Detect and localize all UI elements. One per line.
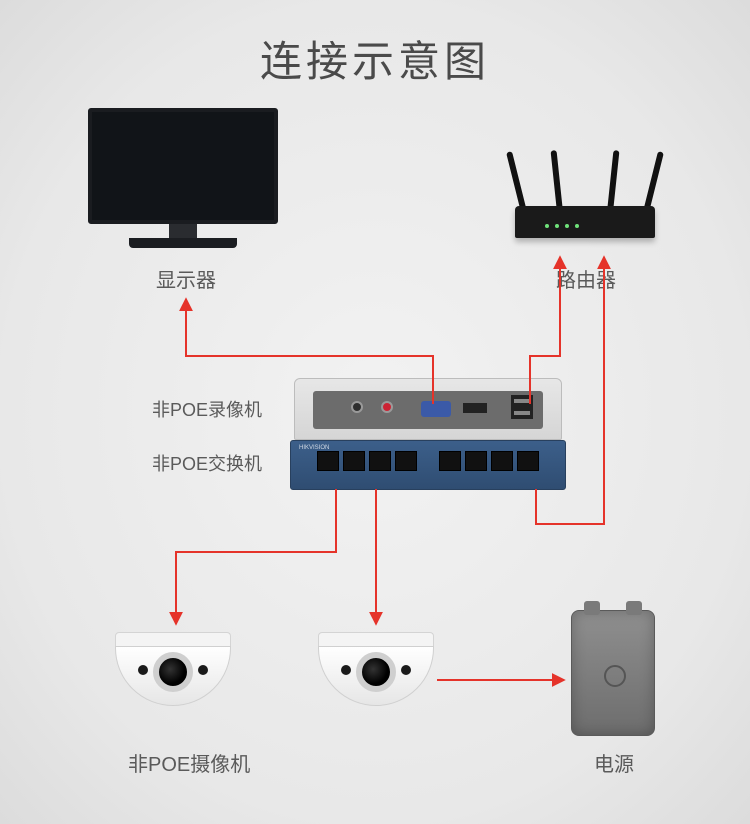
diagram-title: 连接示意图 xyxy=(0,28,750,89)
router-body xyxy=(515,206,655,238)
nvr-audio-jack xyxy=(381,401,393,413)
camera-mount xyxy=(115,632,231,646)
switch-port xyxy=(491,451,513,471)
nvr-vga-port xyxy=(421,401,451,417)
switch-port xyxy=(317,451,339,471)
router-antenna xyxy=(643,151,664,213)
psu-mount-tab xyxy=(626,601,642,615)
nvr-audio-jack xyxy=(351,401,363,413)
monitor-base xyxy=(129,238,237,248)
switch-port xyxy=(343,451,365,471)
switch-port xyxy=(517,451,539,471)
label-switch: 非POE交换机 xyxy=(152,450,262,476)
device-monitor xyxy=(88,108,278,258)
device-switch: HIKVISION xyxy=(290,440,566,490)
camera-lens xyxy=(153,652,193,692)
device-power-supply xyxy=(571,610,655,736)
label-nvr: 非POE录像机 xyxy=(152,396,262,422)
switch-port xyxy=(369,451,391,471)
camera-ir-led xyxy=(198,665,208,675)
camera-ir-led xyxy=(138,665,148,675)
camera-mount xyxy=(318,632,434,646)
label-camera: 非POE摄像机 xyxy=(128,748,250,777)
psu-mount-tab xyxy=(584,601,600,615)
label-router: 路由器 xyxy=(556,264,616,293)
router-antenna xyxy=(551,150,563,212)
router-led xyxy=(545,224,549,228)
device-nvr xyxy=(294,378,562,440)
monitor-screen xyxy=(88,108,278,224)
device-camera xyxy=(115,632,231,718)
camera-ir-led xyxy=(401,665,411,675)
device-camera xyxy=(318,632,434,718)
camera-dome xyxy=(115,646,231,706)
router-antenna xyxy=(506,151,527,213)
nvr-hdmi-port xyxy=(463,403,487,413)
switch-port xyxy=(439,451,461,471)
switch-port-group-lan xyxy=(317,451,417,471)
device-router xyxy=(505,148,665,248)
switch-port xyxy=(395,451,417,471)
camera-ir-led xyxy=(341,665,351,675)
camera-dome xyxy=(318,646,434,706)
nvr-usb-port xyxy=(511,395,533,419)
connection-wire xyxy=(176,490,336,623)
label-psu: 电源 xyxy=(594,748,634,777)
switch-port xyxy=(465,451,487,471)
monitor-neck xyxy=(169,224,197,238)
camera-lens xyxy=(356,652,396,692)
label-monitor: 显示器 xyxy=(156,264,216,293)
switch-port-group-uplink xyxy=(439,451,539,471)
router-antenna xyxy=(607,150,619,212)
